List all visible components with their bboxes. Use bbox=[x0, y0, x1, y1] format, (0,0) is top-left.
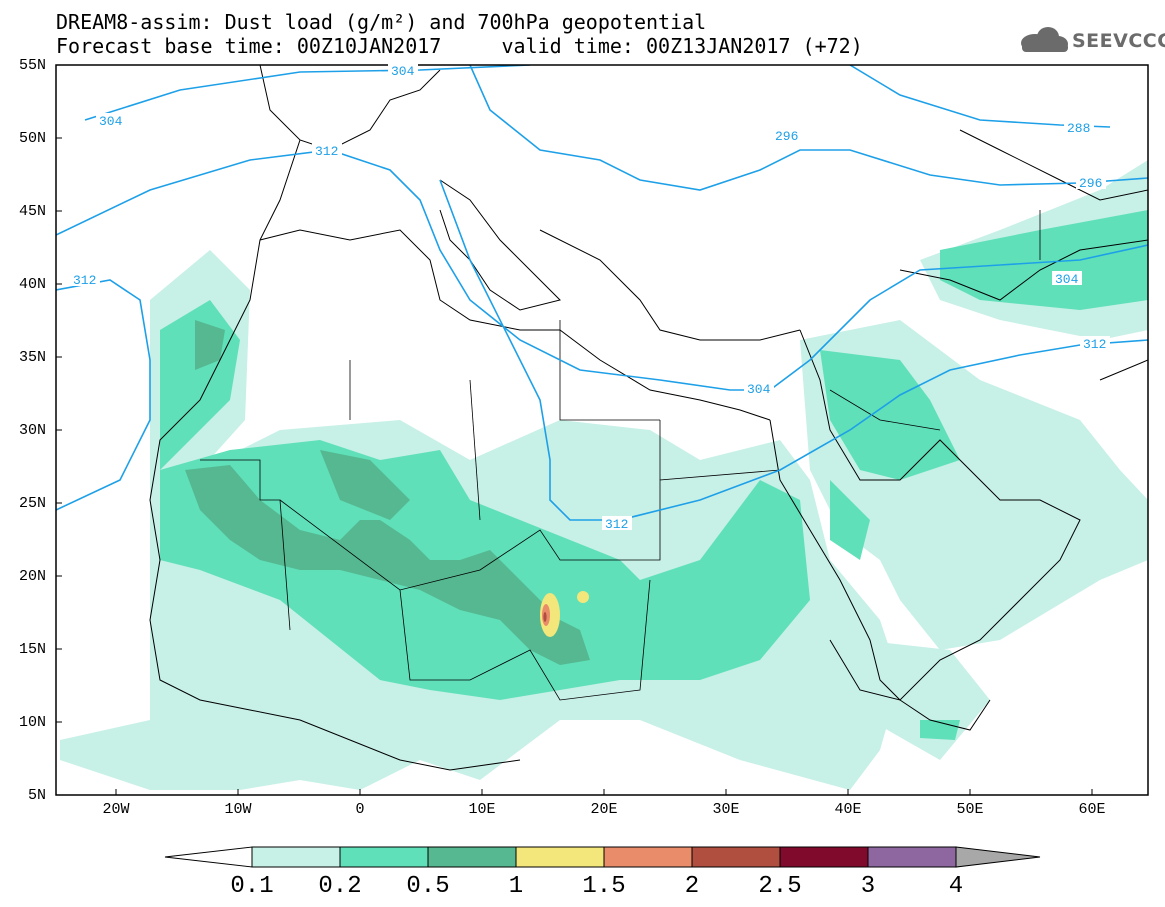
lon-label: 10W bbox=[224, 801, 252, 818]
lat-label: 5N bbox=[27, 787, 46, 804]
colorbar-label: 2.5 bbox=[758, 873, 802, 900]
lon-label: 40E bbox=[834, 801, 862, 818]
colorbar-low-triangle bbox=[164, 846, 253, 868]
lat-label: 40N bbox=[18, 276, 46, 293]
colorbar-swatch bbox=[603, 846, 693, 868]
colorbar-swatch bbox=[515, 846, 605, 868]
colorbar-label: 3 bbox=[860, 873, 876, 900]
lon-label: 20E bbox=[590, 801, 618, 818]
contour-label: 312 bbox=[1083, 337, 1106, 352]
lat-label: 30N bbox=[18, 422, 46, 439]
contour-label: 312 bbox=[605, 517, 628, 532]
contour-label: 312 bbox=[73, 273, 96, 288]
contour-label: 304 bbox=[391, 64, 415, 79]
colorbar-label: 2 bbox=[684, 873, 700, 900]
colorbar-label: 4 bbox=[948, 873, 964, 900]
colorbar-swatch bbox=[779, 846, 869, 868]
lat-label: 15N bbox=[18, 641, 46, 658]
dust-2-5-fill bbox=[543, 612, 547, 622]
lat-label: 45N bbox=[18, 203, 46, 220]
colorbar-high-triangle bbox=[955, 846, 1041, 868]
lon-label: 30E bbox=[712, 801, 740, 818]
colorbar bbox=[164, 846, 1041, 868]
map-subtitle: Forecast base time: 00Z10JAN2017 valid t… bbox=[56, 34, 863, 58]
colorbar-label: 0.1 bbox=[230, 873, 274, 900]
colorbar-swatch bbox=[691, 846, 781, 868]
lon-label: 0 bbox=[355, 801, 365, 818]
dust-high-fill bbox=[185, 320, 590, 665]
lat-label: 20N bbox=[18, 568, 46, 585]
colorbar-swatch bbox=[339, 846, 429, 868]
colorbar-label: 1.5 bbox=[582, 873, 626, 900]
colorbar-swatch bbox=[251, 846, 341, 868]
contour-label: 296 bbox=[1079, 176, 1102, 191]
lon-label: 20W bbox=[102, 801, 130, 818]
contour-label: 312 bbox=[315, 144, 338, 159]
lon-label: 60E bbox=[1078, 801, 1106, 818]
colorbar-label: 0.2 bbox=[318, 873, 362, 900]
colorbar-label: 1 bbox=[508, 873, 524, 900]
lat-label: 55N bbox=[18, 57, 46, 74]
contour-label: 304 bbox=[1055, 272, 1079, 287]
contour-label: 304 bbox=[747, 382, 771, 397]
contour-label: 288 bbox=[1067, 121, 1090, 136]
tick-marks bbox=[56, 64, 1093, 795]
contour-label-group: 304 304 312 312 296 288 296 304 312 304 … bbox=[70, 63, 1110, 532]
logo-text: SEEVCCC bbox=[1072, 30, 1165, 52]
map-title: DREAM8-assim: Dust load (g/m²) and 700hP… bbox=[56, 10, 707, 34]
lon-label: 10E bbox=[468, 801, 496, 818]
lat-label: 10N bbox=[18, 714, 46, 731]
colorbar-swatch bbox=[427, 846, 517, 868]
lat-label: 35N bbox=[18, 349, 46, 366]
lat-label: 25N bbox=[18, 495, 46, 512]
country-borders bbox=[200, 210, 1041, 701]
colorbar-label: 0.5 bbox=[406, 873, 450, 900]
contour-label: 304 bbox=[99, 114, 123, 129]
lon-label: 50E bbox=[956, 801, 984, 818]
colorbar-swatch bbox=[867, 846, 957, 868]
cloud-logo-icon bbox=[1021, 27, 1068, 52]
contour-label: 296 bbox=[775, 129, 798, 144]
coastlines bbox=[149, 65, 1148, 771]
lat-label: 50N bbox=[18, 130, 46, 147]
